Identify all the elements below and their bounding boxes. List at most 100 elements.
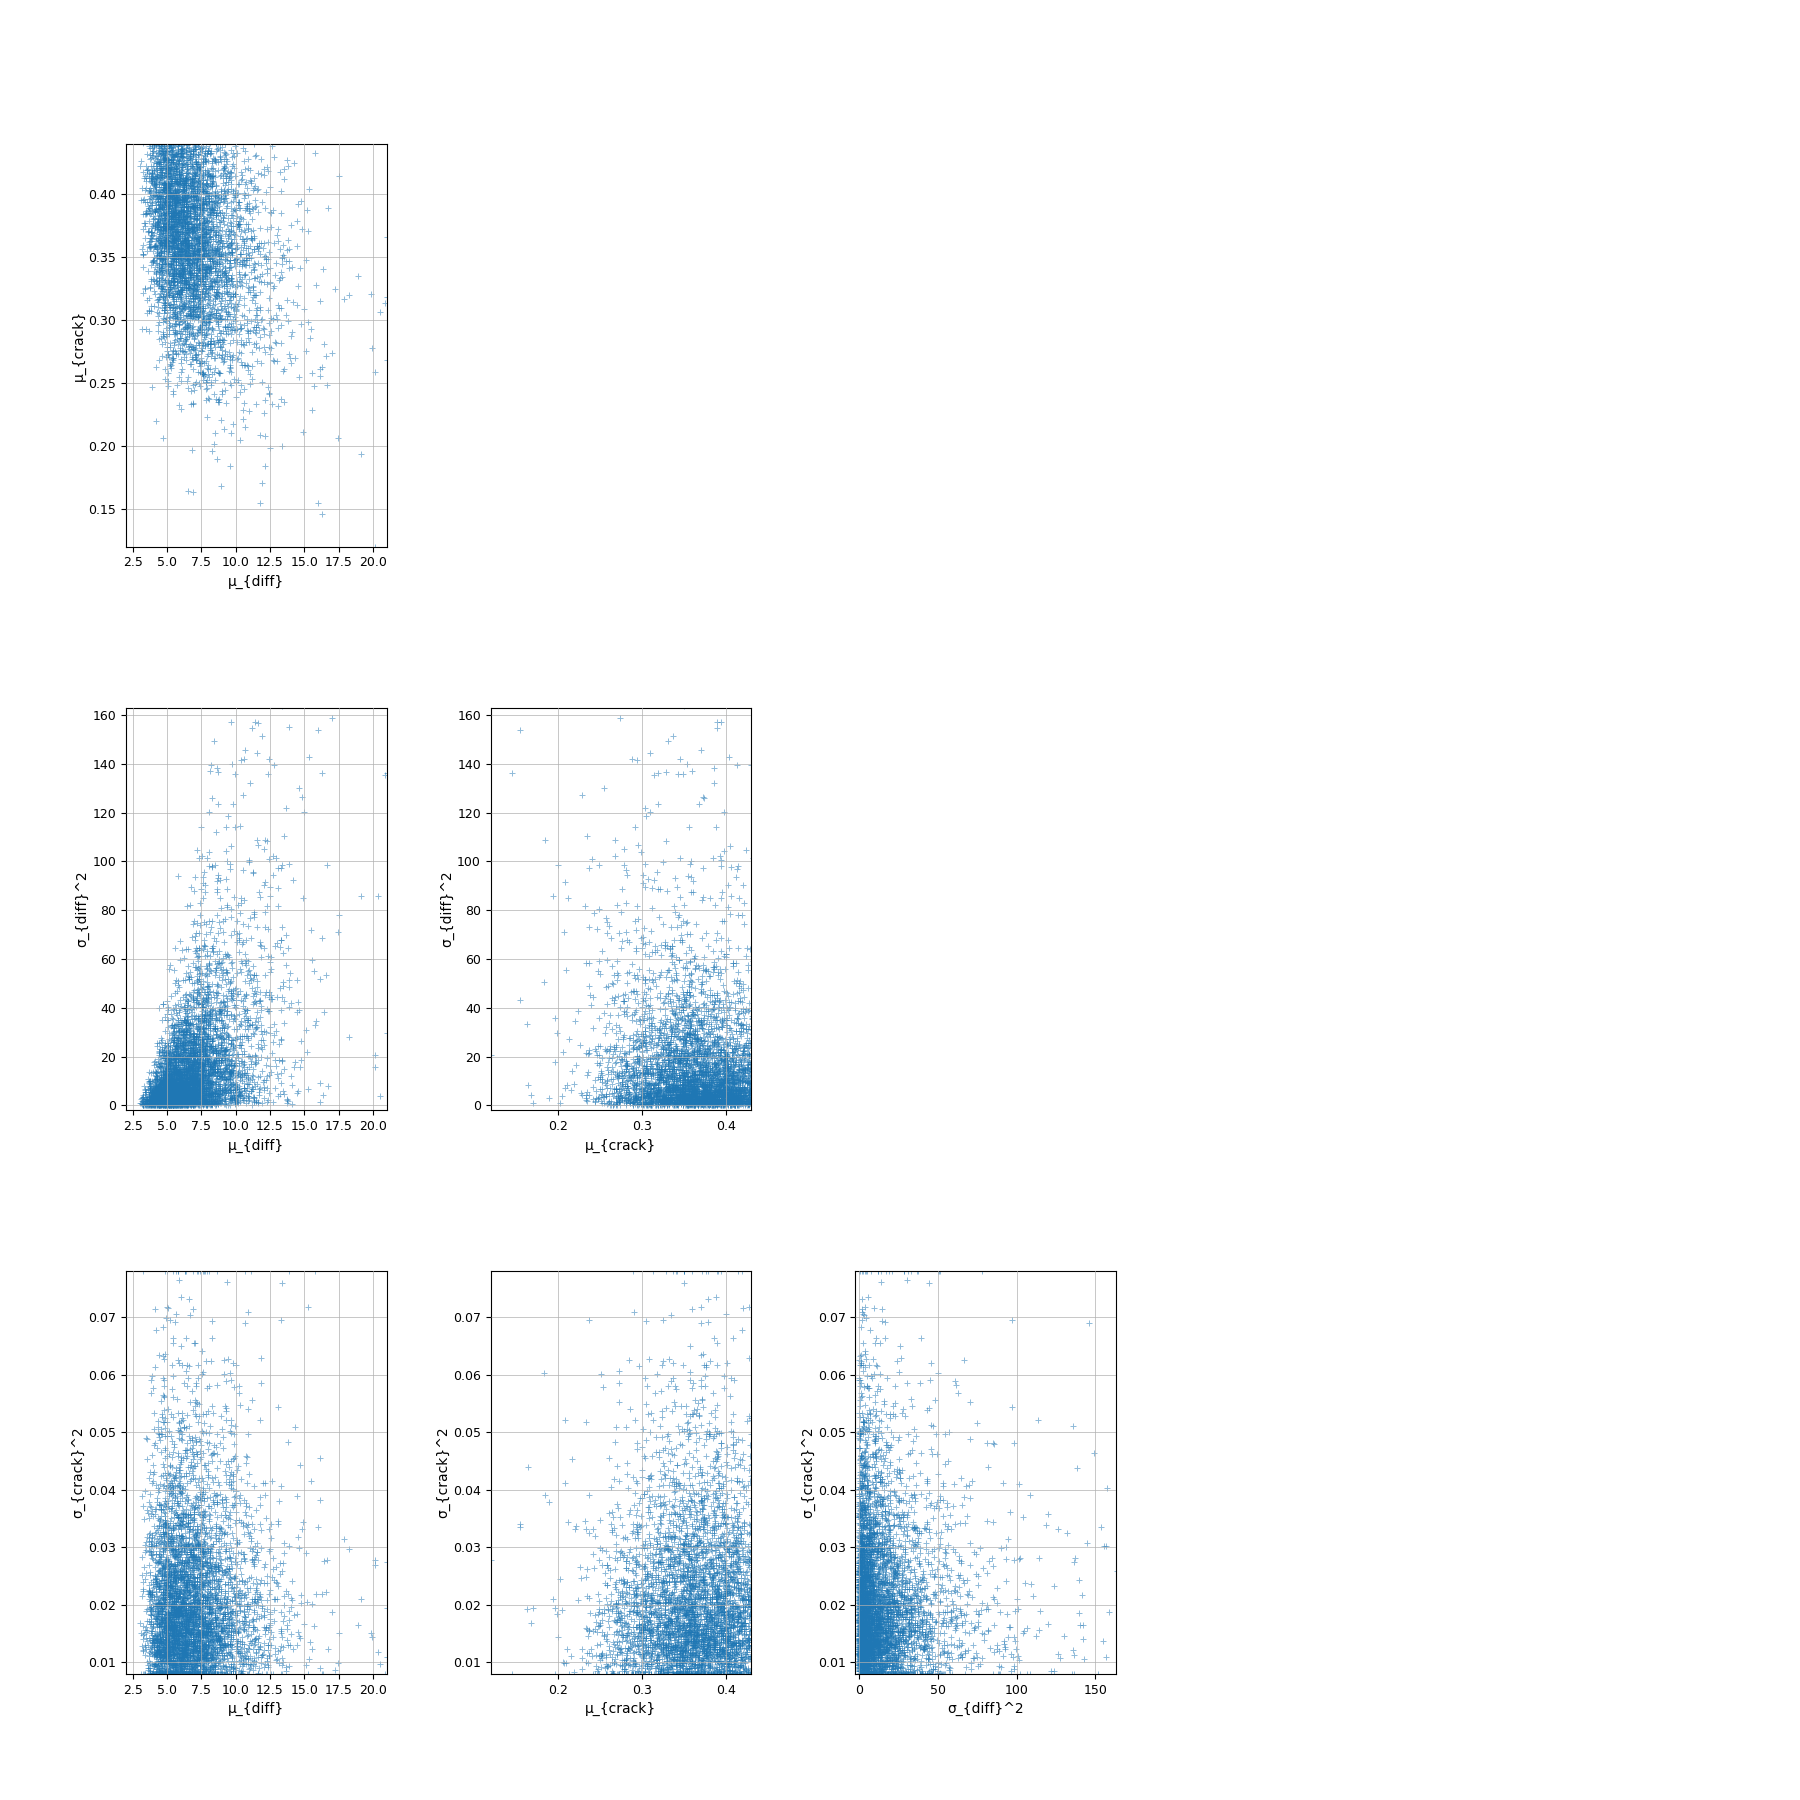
Point	[180, 230, 209, 259]
Point	[252, 977, 281, 1006]
Point	[144, 1557, 173, 1586]
Point	[247, 367, 275, 396]
Point	[166, 1076, 194, 1105]
Point	[688, 1625, 716, 1654]
Point	[182, 1042, 211, 1071]
Point	[198, 160, 227, 189]
Point	[724, 1026, 752, 1055]
Point	[151, 256, 180, 284]
Point	[877, 1537, 905, 1566]
Point	[202, 1049, 230, 1078]
Point	[675, 983, 704, 1012]
Point	[985, 1660, 1013, 1688]
Point	[175, 274, 203, 302]
Point	[194, 1372, 223, 1400]
Point	[184, 302, 212, 331]
Point	[160, 1057, 189, 1085]
Point	[670, 1001, 698, 1030]
Point	[707, 1589, 736, 1618]
Point	[173, 1660, 202, 1688]
Point	[848, 1591, 877, 1620]
Point	[209, 175, 238, 203]
Point	[851, 1543, 880, 1571]
Point	[236, 1627, 265, 1656]
Point	[873, 1483, 902, 1512]
Point	[200, 1078, 229, 1107]
Point	[671, 1638, 700, 1667]
Point	[922, 1580, 950, 1609]
Point	[214, 974, 243, 1003]
Point	[218, 749, 247, 778]
Point	[135, 1577, 164, 1606]
Point	[209, 1645, 238, 1674]
Point	[684, 1570, 713, 1598]
Point	[650, 1611, 679, 1640]
Point	[160, 142, 189, 171]
Point	[653, 1660, 682, 1688]
Point	[673, 1004, 702, 1033]
Point	[666, 1080, 695, 1109]
Point	[155, 1084, 184, 1112]
Point	[623, 1591, 652, 1620]
Point	[178, 1654, 207, 1683]
Point	[632, 1091, 661, 1120]
Point	[180, 1609, 209, 1638]
Point	[160, 270, 189, 299]
Point	[187, 1058, 216, 1087]
Point	[184, 1078, 212, 1107]
Point	[158, 146, 187, 175]
Point	[205, 1057, 234, 1085]
Point	[149, 1089, 178, 1118]
Point	[607, 932, 635, 961]
Point	[869, 1543, 898, 1571]
Point	[877, 1591, 905, 1620]
Point	[180, 175, 209, 203]
Point	[236, 1573, 265, 1602]
Point	[711, 1082, 740, 1111]
Point	[671, 1084, 700, 1112]
Point	[844, 1573, 873, 1602]
Point	[198, 1615, 227, 1643]
Point	[691, 1570, 720, 1598]
Point	[743, 1453, 772, 1481]
Point	[855, 1620, 884, 1649]
Point	[698, 1055, 727, 1084]
Point	[146, 1067, 175, 1096]
Point	[754, 1073, 783, 1102]
Point	[702, 1013, 731, 1042]
Point	[734, 1057, 763, 1085]
Point	[754, 1575, 783, 1604]
Point	[158, 1080, 187, 1109]
Point	[171, 1026, 200, 1055]
Point	[857, 1638, 886, 1667]
Point	[751, 1046, 779, 1075]
Point	[754, 1595, 783, 1624]
Point	[151, 214, 180, 243]
Point	[169, 1073, 198, 1102]
Point	[868, 1604, 896, 1633]
Point	[360, 1546, 389, 1575]
Point	[176, 1660, 205, 1688]
Point	[144, 1571, 173, 1600]
Point	[864, 1571, 893, 1600]
Point	[549, 918, 578, 947]
Point	[167, 1075, 196, 1103]
Point	[182, 254, 211, 283]
Point	[612, 1656, 641, 1685]
Point	[155, 1084, 184, 1112]
Point	[236, 904, 265, 932]
Point	[166, 250, 194, 279]
Point	[754, 1625, 783, 1654]
Point	[155, 1462, 184, 1490]
Point	[157, 1571, 185, 1600]
Point	[848, 1600, 877, 1629]
Point	[691, 1021, 720, 1049]
Point	[675, 1611, 704, 1640]
Point	[130, 1636, 158, 1665]
Point	[218, 1633, 247, 1661]
Point	[193, 383, 221, 412]
Point	[846, 1346, 875, 1375]
Point	[167, 1075, 196, 1103]
Point	[184, 236, 212, 265]
Point	[148, 1062, 176, 1091]
